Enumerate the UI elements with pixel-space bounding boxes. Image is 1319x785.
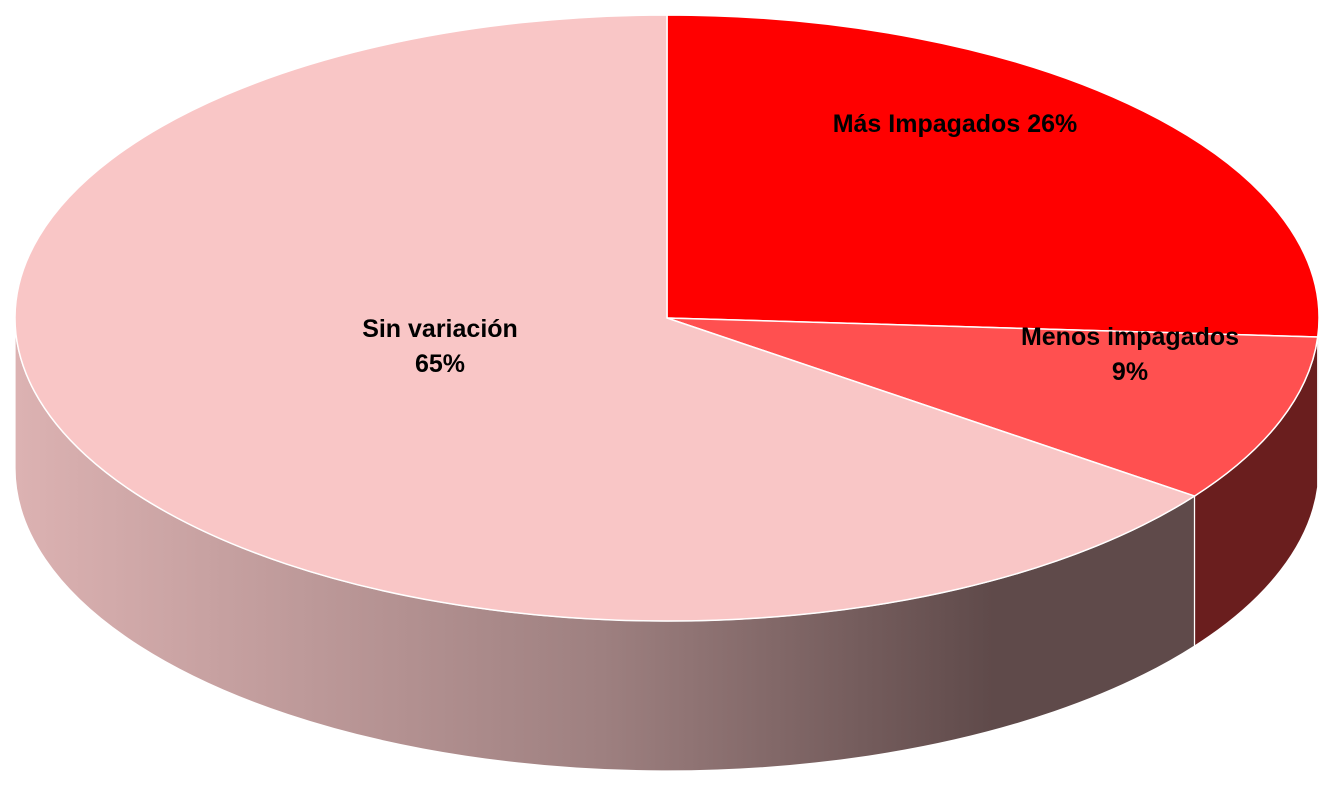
data-label: Menos impagados 9%	[1021, 323, 1239, 386]
value-label: 65%	[415, 350, 465, 378]
data-labels: Más Impagados 26% Menos impagados 9% Sin var…	[362, 110, 1239, 386]
data-label: Sin variación 65%	[362, 315, 518, 378]
data-label: Más Impagados 26%	[833, 110, 1078, 138]
category-label: Menos impagados	[1021, 323, 1239, 351]
category-label: Más Impagados	[833, 110, 1021, 138]
slice	[666, 14, 1319, 338]
value-label: 26%	[1027, 110, 1077, 138]
slice	[14, 14, 1197, 622]
pie-top	[14, 14, 1319, 622]
value-label: 9%	[1112, 358, 1148, 386]
slice	[666, 317, 1319, 497]
category-label: Sin variación	[362, 315, 518, 343]
